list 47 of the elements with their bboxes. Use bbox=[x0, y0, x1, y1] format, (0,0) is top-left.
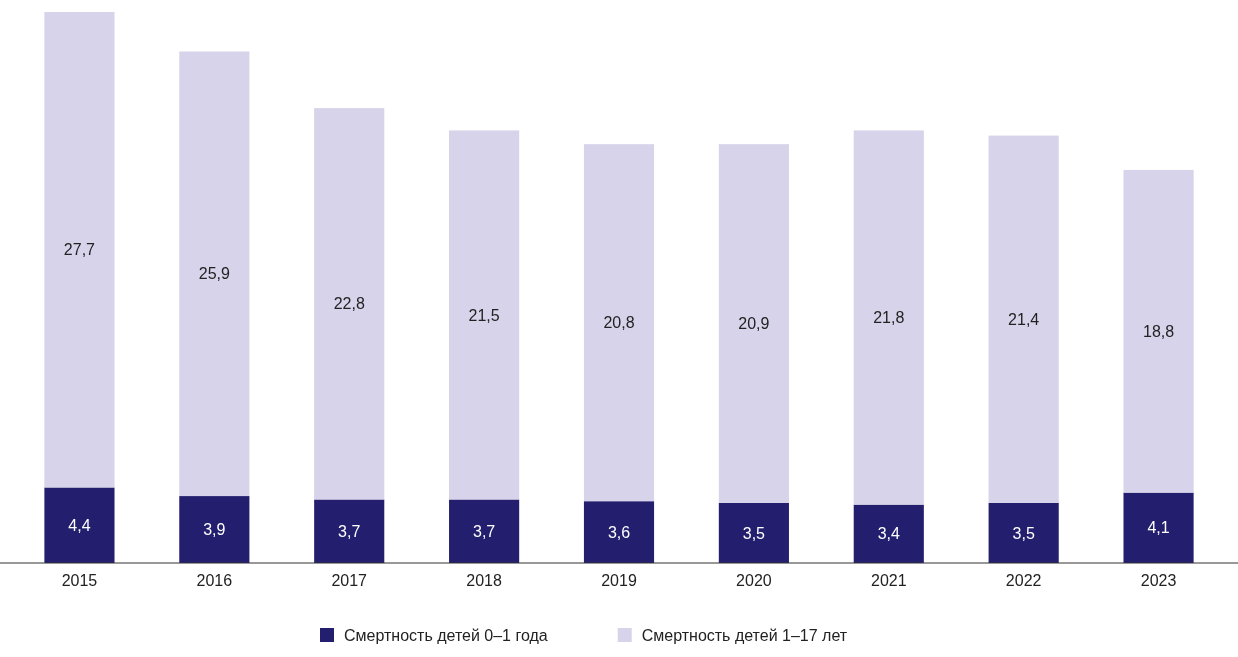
data-label: 20,9 bbox=[738, 315, 770, 333]
x-tick-label: 2015 bbox=[61, 572, 98, 590]
data-label: 3,7 bbox=[472, 522, 496, 540]
data-label: 18,8 bbox=[1142, 322, 1175, 340]
bar bbox=[718, 502, 789, 563]
data-label: 3,7 bbox=[338, 522, 361, 540]
x-tick-label: 2018 bbox=[466, 572, 503, 590]
bar bbox=[314, 108, 385, 500]
data-label: 21,8 bbox=[873, 309, 905, 327]
bar bbox=[44, 487, 115, 563]
x-tick-label: 2016 bbox=[196, 572, 233, 590]
bar bbox=[853, 504, 924, 563]
legend-label: Смертность детей 1–17 лет bbox=[641, 627, 848, 644]
bar bbox=[988, 502, 1059, 563]
data-label: 4,4 bbox=[68, 516, 91, 534]
x-tick-label: 2020 bbox=[736, 572, 772, 590]
data-label: 22,8 bbox=[333, 295, 365, 313]
bar bbox=[314, 499, 385, 563]
data-label: 25,9 bbox=[198, 265, 231, 283]
bar bbox=[179, 51, 250, 497]
bar bbox=[44, 12, 115, 488]
data-label: 21,4 bbox=[1008, 310, 1040, 328]
bar bbox=[718, 144, 789, 503]
bar bbox=[988, 135, 1059, 503]
legend-label: Смертность детей 0–1 года bbox=[344, 627, 548, 644]
data-label: 27,7 bbox=[63, 241, 96, 259]
data-label: 20,8 bbox=[603, 314, 635, 332]
bar bbox=[449, 130, 520, 500]
data-label: 3,9 bbox=[203, 521, 226, 539]
data-label: 3,4 bbox=[877, 525, 900, 543]
x-tick-label: 2017 bbox=[331, 572, 368, 590]
bar bbox=[583, 501, 655, 563]
bar bbox=[853, 130, 924, 505]
bar bbox=[1123, 169, 1194, 493]
data-label: 3,6 bbox=[607, 523, 631, 541]
x-tick-label: 2021 bbox=[870, 572, 907, 590]
bar bbox=[179, 496, 250, 563]
data-label: 3,5 bbox=[1012, 524, 1035, 542]
data-label: 3,5 bbox=[742, 524, 766, 542]
bar bbox=[583, 144, 655, 502]
x-tick-label: 2023 bbox=[1140, 572, 1177, 590]
x-tick-label: 2022 bbox=[1005, 572, 1042, 590]
data-label: 4,1 bbox=[1147, 519, 1170, 537]
x-tick-label: 2019 bbox=[601, 572, 637, 590]
bar bbox=[1123, 492, 1194, 563]
bar bbox=[449, 499, 520, 563]
data-label: 21,5 bbox=[468, 306, 500, 324]
